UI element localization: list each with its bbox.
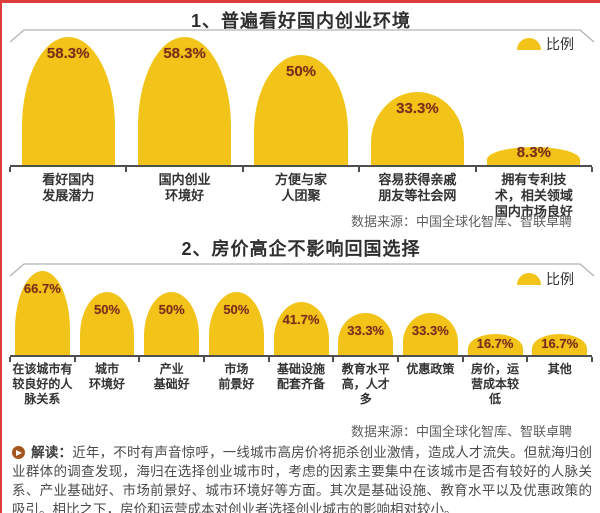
chart1-source: 数据来源：中国全球化智库、智联卓聘 <box>350 214 572 229</box>
bar-slot: 33.3% <box>333 270 398 355</box>
category-label: 容易获得亲戚 朋友等社会网 <box>378 172 457 203</box>
legend-swatch-icon <box>517 273 541 285</box>
bar-value: 58.3% <box>46 45 90 62</box>
bar-slot: 50% <box>204 270 269 355</box>
bar-value: 41.7% <box>282 312 320 327</box>
bar-slot: 50% <box>75 270 140 355</box>
category-label: 优惠政策 <box>406 362 455 376</box>
bar <box>467 334 523 355</box>
bar-value: 8.3% <box>516 144 551 161</box>
category-label: 方便与家 人团聚 <box>275 172 328 203</box>
category-label: 其他 <box>547 362 572 376</box>
category-label: 基础设施 配套齐备 <box>277 362 326 391</box>
tick <box>358 167 361 172</box>
tick <box>138 357 141 362</box>
chart1-frame <box>9 29 595 43</box>
chart1-legend: 比例 <box>517 34 574 54</box>
bar-slot: 33.3% <box>359 36 475 165</box>
tick <box>9 167 11 172</box>
bar <box>370 92 464 165</box>
chart2-frame <box>9 263 595 277</box>
tick <box>203 357 205 362</box>
tick <box>591 357 593 362</box>
interpretation-label: 解读： <box>31 445 73 460</box>
bar-value: 50% <box>223 302 250 317</box>
bar-slot: 66.7% <box>10 270 75 355</box>
chart2-source: 数据来源：中国全球化智库、智联卓聘 <box>350 424 572 439</box>
bar-value: 50% <box>286 63 317 80</box>
tick <box>73 357 76 362</box>
tick <box>461 357 464 362</box>
bar <box>14 271 70 355</box>
bar-value: 50% <box>93 302 121 317</box>
bar <box>338 313 394 355</box>
axis-line <box>9 165 593 172</box>
bar-value: 33.3% <box>411 323 449 338</box>
chart-entrepreneurship-environment: 1、普遍看好国内创业环境 比例 58.3% 58.3% 50% 33.3% 8.3% 看… <box>2 3 600 233</box>
compass-pointer-icon <box>12 446 25 459</box>
category-label: 城市 环境好 <box>89 362 126 391</box>
axis-line <box>9 355 593 362</box>
bar <box>208 292 264 355</box>
tick <box>332 357 335 362</box>
bar <box>273 302 329 355</box>
category-label: 教育水平 高，人才 多 <box>341 362 390 406</box>
tick <box>526 357 529 362</box>
chart2-legend: 比例 <box>517 269 574 289</box>
bar-slot: 41.7% <box>269 270 334 355</box>
legend-label: 比例 <box>546 271 574 287</box>
bar-slot: 58.3% <box>126 36 242 165</box>
bar-value: 66.7% <box>23 281 61 296</box>
chart2-title: 2、房价高企不影响回国选择 <box>181 239 421 259</box>
interpretation-text: 近年，不时有声音惊呼，一线城市高房价将扼杀创业激情，造成人才流失。但就海归创业群… <box>12 445 593 513</box>
bar-slot: 50% <box>243 36 359 165</box>
bar <box>402 313 458 355</box>
bar <box>487 147 581 165</box>
interpretation-paragraph: 解读：近年，不时有声音惊呼，一线城市高房价将扼杀创业激情，造成人才流失。但就海归… <box>12 443 592 513</box>
category-label: 看好国内 发展潜力 <box>42 172 95 203</box>
bar-value: 16.7% <box>541 336 579 351</box>
tick <box>9 357 11 362</box>
tick <box>241 167 244 172</box>
bar-slot: 8.3% <box>476 36 592 165</box>
tick <box>591 167 593 172</box>
bar-slot: 58.3% <box>10 36 126 165</box>
bar <box>532 334 588 355</box>
bar-slot: 50% <box>139 270 204 355</box>
tick <box>125 167 128 172</box>
tick <box>474 167 477 172</box>
bar-slot: 33.3% <box>398 270 463 355</box>
bar <box>79 292 135 355</box>
tick <box>397 357 399 362</box>
category-row: 在该城市有 较良好的人 脉关系 城市 环境好 产业 基础好 市场 前景好 基础设施 配套… <box>10 362 592 407</box>
bars-row: 66.7% 50% 50% 50% 41.7% 33.3% 33.3% 16.7% 16.7% <box>10 270 592 355</box>
bar-value: 33.3% <box>396 100 439 117</box>
category-label: 产业 基础好 <box>153 362 190 391</box>
legend-swatch-icon <box>517 38 541 50</box>
chart-housing-price-choice: 2、房价高企不影响回国选择 比例 66.7% 50% 50% 50% 41.7% 33.3… <box>2 233 600 445</box>
category-label: 国内创业 环境好 <box>158 172 211 203</box>
bar <box>144 292 200 355</box>
category-label: 拥有专利技 术，相关领域 国内市场良好 <box>494 172 573 219</box>
bars-row: 58.3% 58.3% 50% 33.3% 8.3% <box>10 36 592 165</box>
bar-value: 58.3% <box>163 45 206 62</box>
category-label: 在该城市有 较良好的人 脉关系 <box>12 362 73 406</box>
bar-value: 50% <box>158 302 185 317</box>
bar-slot: 16.7% <box>527 270 592 355</box>
bar-slot: 16.7% <box>463 270 528 355</box>
bar-value: 16.7% <box>476 336 514 351</box>
tick <box>267 357 270 362</box>
bar-value: 33.3% <box>347 323 385 338</box>
category-label: 房价，运 营成本较 低 <box>471 362 520 406</box>
category-row: 看好国内 发展潜力 国内创业 环境好 方便与家 人团聚 容易获得亲戚 朋友等社会网 拥有… <box>10 172 592 220</box>
category-label: 市场 前景好 <box>218 362 255 391</box>
chart1-title: 1、普遍看好国内创业环境 <box>190 11 411 31</box>
legend-label: 比例 <box>546 36 574 52</box>
bar <box>254 55 348 165</box>
